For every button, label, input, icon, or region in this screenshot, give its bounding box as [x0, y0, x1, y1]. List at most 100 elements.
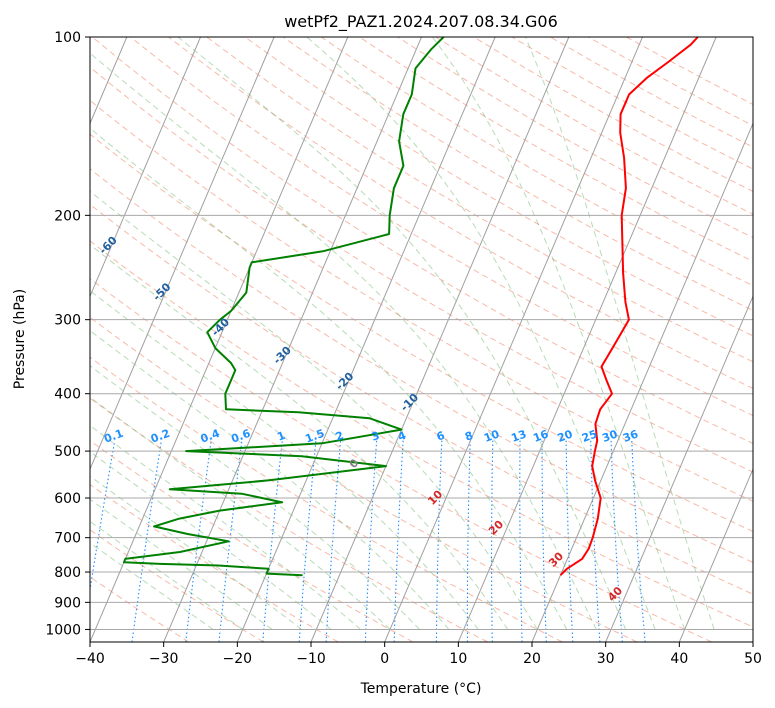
mixing-ratio-line: [631, 440, 646, 642]
mixing-ratio-line: [131, 440, 162, 642]
dry-adiabat: [244, 37, 753, 337]
moist-adiabat: [90, 424, 361, 630]
dry-adiabat: [90, 529, 264, 642]
y-axis-label: Pressure (hPa): [12, 289, 28, 389]
mixing-ratio-label: 6: [435, 429, 447, 444]
mixing-ratio-line: [325, 440, 342, 642]
dry-adiabat: [130, 37, 753, 417]
y-tick-label: 1000: [45, 622, 81, 638]
isotherm-line: [752, 640, 753, 642]
x-tick-label: 0: [380, 651, 389, 667]
mixing-ratio-label: 0.1: [102, 427, 125, 446]
mixing-ratio-line: [610, 440, 623, 642]
mixing-ratio-label: 1.5: [303, 427, 326, 446]
y-tick-label: 600: [54, 491, 81, 507]
mixing-ratio-line: [90, 440, 116, 594]
isotherm-label: -60: [97, 234, 120, 257]
moist-adiabat: [90, 290, 479, 630]
chart-title: wetPf2_PAZ1.2024.207.08.34.G06: [284, 12, 558, 32]
y-tick-label: 300: [54, 313, 81, 329]
isotherm-line: [457, 37, 717, 642]
isotherm-label: -80: [0, 144, 11, 167]
dry-adiabat: [359, 37, 753, 263]
moist-adiabat: [90, 244, 509, 630]
mixing-ratio-label: 13: [509, 427, 528, 444]
y-tick-label: 900: [54, 595, 81, 611]
isotherm-label: -30: [271, 344, 294, 367]
isotherm-line: [531, 122, 753, 642]
dry-adiabat: [91, 37, 753, 445]
moist-adiabat: [90, 520, 243, 630]
moist-adiabat: [525, 37, 715, 630]
moist-adiabat: [177, 37, 627, 630]
mixing-ratio-label: 10: [482, 427, 501, 445]
y-tick-label: 400: [54, 387, 81, 403]
x-axis-label: Temperature (°C): [360, 681, 482, 697]
x-tick-label: −30: [149, 651, 179, 667]
x-tick-label: 20: [523, 651, 541, 667]
moist-adiabat-label: 30: [546, 549, 566, 569]
background-lines: [90, 37, 753, 642]
dry-adiabat: [90, 203, 753, 595]
dry-adiabat: [90, 99, 753, 502]
mixing-ratio-label: 0.4: [199, 427, 222, 446]
isotherm-line: [90, 37, 201, 298]
isotherm-line: [236, 37, 496, 642]
moist-adiabat-label: 40: [605, 584, 625, 604]
mixing-ratio-label: 30: [600, 427, 619, 445]
mixing-ratio-line: [218, 440, 243, 642]
isotherm-label: -40: [209, 315, 232, 338]
temperature-series-line: [559, 37, 699, 576]
dry-adiabat: [90, 483, 339, 642]
dry-adiabat: [90, 240, 753, 628]
dry-adiabat: [90, 440, 414, 642]
dry-adiabat: [90, 397, 488, 642]
mixing-ratio-line: [541, 440, 547, 642]
moist-adiabat: [90, 475, 302, 630]
x-tick-label: −20: [223, 651, 253, 667]
mixing-ratio-label: 36: [621, 427, 640, 445]
moist-adiabat: [90, 52, 597, 630]
dry-adiabat: [511, 37, 753, 170]
data-series: [123, 37, 699, 577]
moist-adiabat: [90, 396, 391, 630]
mixing-ratio-line: [466, 440, 471, 642]
mixing-ratio-label: 1: [275, 429, 287, 444]
moist-adiabat: [90, 498, 273, 630]
isotherm-label: -70: [44, 184, 67, 207]
isotherm-label: -20: [333, 369, 356, 392]
dry-adiabat: [549, 37, 753, 148]
mixing-ratio-line: [262, 440, 283, 642]
x-tick-label: 40: [670, 651, 688, 667]
moist-adiabat-label: 20: [486, 517, 506, 537]
mixing-ratio-label: 20: [556, 427, 575, 445]
plot-frame: [89, 36, 754, 643]
y-tick-label: 100: [54, 30, 81, 46]
mixing-ratio-line: [185, 440, 212, 642]
mixing-ratio-line: [364, 440, 378, 642]
moist-adiabat: [90, 542, 214, 630]
isotherm-line: [90, 37, 275, 471]
moist-adiabat: [306, 37, 656, 630]
mixing-ratio-label: 16: [531, 427, 550, 445]
mixing-ratio-label: 25: [580, 428, 599, 445]
isotherm-line: [163, 37, 422, 642]
mixing-ratio-label: 0.6: [229, 427, 252, 446]
y-tick-label: 700: [54, 531, 81, 547]
x-tick-label: 50: [744, 651, 762, 667]
dry-adiabat: [90, 133, 753, 533]
mixing-ratio-label: 2: [334, 429, 346, 444]
mixing-ratio-label: 8: [463, 429, 475, 444]
dry-adiabat: [90, 316, 638, 642]
dry-adiabat: [90, 278, 712, 642]
x-tick-label: −10: [296, 651, 326, 667]
isotherm-line: [90, 37, 349, 642]
y-tick-label: 800: [54, 565, 81, 581]
moist-adiabat: [90, 127, 568, 630]
axes: −40 −30 −20 −10 0 10 20 30 40 5010020030040050060…: [45, 30, 762, 667]
mixing-ratio-line: [519, 440, 523, 642]
isotherm-line: [678, 467, 753, 642]
isotherm-line: [310, 37, 570, 642]
moist-adiabat: [431, 37, 686, 630]
